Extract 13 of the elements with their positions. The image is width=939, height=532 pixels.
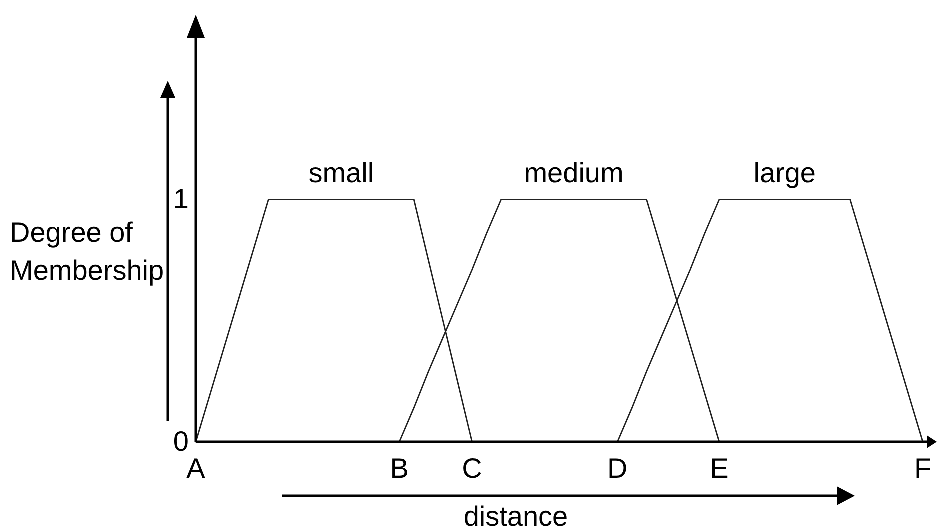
x-tick-label: A bbox=[186, 452, 206, 484]
y-axis-title: Degree of Membership bbox=[10, 217, 164, 286]
series-label: large bbox=[754, 158, 816, 189]
series-label: small bbox=[308, 158, 374, 189]
x-tick-label: F bbox=[914, 452, 932, 484]
y-tick-label: 0 bbox=[173, 426, 189, 457]
series-label: medium bbox=[524, 158, 624, 189]
y-tick-label: 1 bbox=[173, 184, 189, 215]
x-tick-label: D bbox=[608, 452, 628, 484]
x-tick-label: C bbox=[462, 452, 482, 484]
x-tick-label: E bbox=[710, 452, 729, 484]
x-axis-title: distance bbox=[464, 501, 568, 532]
x-tick-label: B bbox=[390, 452, 409, 484]
